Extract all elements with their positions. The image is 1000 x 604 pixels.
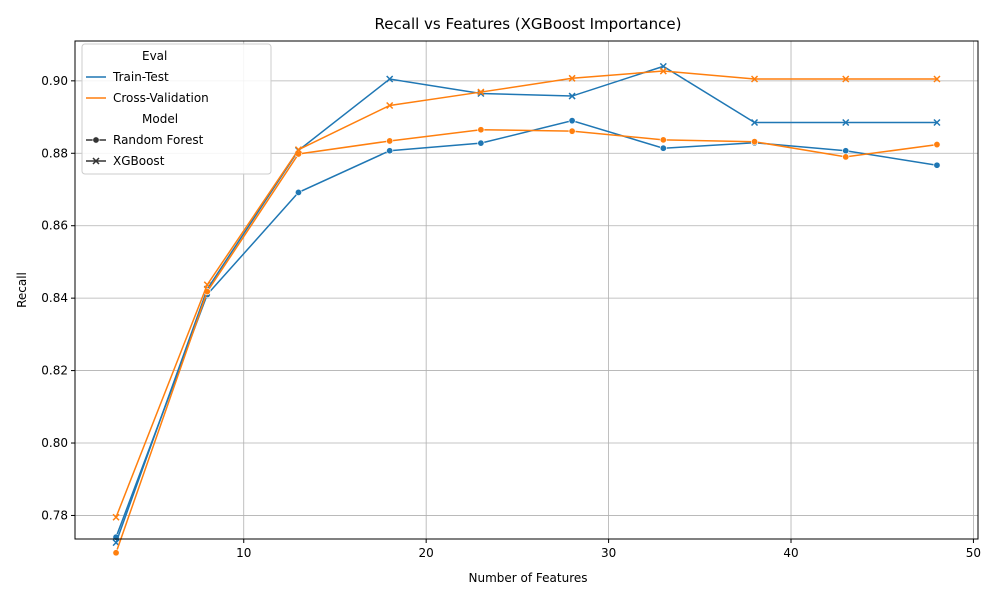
y-tick-label: 0.78 <box>41 508 68 522</box>
x-tick-label: 20 <box>419 546 434 560</box>
x-tick-label: 30 <box>601 546 616 560</box>
data-point-cross-validation-xgboost <box>659 67 667 75</box>
x-tick-label: 10 <box>236 546 251 560</box>
series-cross-validation-xgboost <box>112 67 941 521</box>
legend-style-title: Model <box>142 112 178 126</box>
legend-marker-random-forest <box>92 136 100 144</box>
legend-marker-xgboost <box>92 157 100 165</box>
chart-title: Recall vs Features (XGBoost Importance) <box>375 15 682 33</box>
data-point-train-test-xgboost <box>112 539 120 547</box>
series-layer <box>112 62 941 557</box>
data-point-train-test-random-forest <box>294 188 302 196</box>
data-point-cross-validation-xgboost <box>933 75 941 83</box>
data-point-cross-validation-xgboost <box>477 88 485 96</box>
legend-label-xgboost: XGBoost <box>113 154 165 168</box>
x-tick-label: 50 <box>966 546 981 560</box>
data-point-cross-validation-random-forest <box>386 137 394 145</box>
data-point-train-test-random-forest <box>933 161 941 169</box>
data-point-train-test-xgboost <box>842 118 850 127</box>
y-tick-label: 0.80 <box>41 436 68 450</box>
series-line-train-test-random-forest <box>115 119 938 538</box>
data-point-train-test-xgboost <box>750 118 759 127</box>
ticks: 10 20 30 40 50 0.78 0.80 0.82 0.84 0.86 0.88 0.90 <box>41 74 981 560</box>
y-tick-label: 0.88 <box>41 146 68 160</box>
data-point-train-test-xgboost <box>568 92 576 100</box>
axes-frame <box>74 40 979 540</box>
x-axis-label: Number of Features <box>469 571 588 585</box>
y-tick-label: 0.90 <box>41 74 68 88</box>
data-point-cross-validation-random-forest <box>659 136 667 144</box>
data-point-train-test-random-forest <box>386 147 394 155</box>
data-point-cross-validation-random-forest <box>842 153 850 161</box>
plot-area: 10 20 30 40 50 0.78 0.80 0.82 0.84 0.86 0.88 0.90 <box>41 40 981 560</box>
data-point-cross-validation-xgboost <box>294 146 303 154</box>
y-tick-label: 0.82 <box>41 364 68 378</box>
data-point-train-test-xgboost <box>933 118 941 127</box>
data-point-cross-validation-random-forest <box>112 549 120 557</box>
series-line-cross-validation-xgboost <box>115 70 937 518</box>
data-point-cross-validation-xgboost <box>750 75 759 83</box>
data-point-train-test-random-forest <box>842 147 850 155</box>
legend: Eval Train-Test Cross-Validation Model R… <box>81 43 272 175</box>
legend-hue-title: Eval <box>142 49 167 63</box>
legend-box <box>81 43 272 175</box>
data-point-cross-validation-random-forest <box>933 141 941 149</box>
legend-label-random-forest: Random Forest <box>113 133 204 147</box>
data-point-cross-validation-random-forest <box>751 138 759 146</box>
series-line-cross-validation-random-forest <box>115 128 938 554</box>
data-point-cross-validation-xgboost <box>842 75 850 83</box>
data-point-train-test-random-forest <box>477 139 485 147</box>
data-point-train-test-xgboost <box>386 75 394 83</box>
y-tick-label: 0.84 <box>41 291 68 305</box>
legend-label-cross-validation: Cross-Validation <box>113 91 209 105</box>
data-point-cross-validation-xgboost <box>386 101 394 109</box>
data-point-cross-validation-xgboost <box>112 513 120 521</box>
data-point-cross-validation-xgboost <box>568 74 576 82</box>
data-point-cross-validation-xgboost <box>203 281 211 289</box>
y-axis-label: Recall <box>15 272 29 308</box>
data-point-cross-validation-random-forest <box>477 126 485 134</box>
x-tick-label: 40 <box>783 546 798 560</box>
data-point-train-test-random-forest <box>568 117 576 125</box>
series-line-train-test-xgboost <box>115 65 937 543</box>
y-tick-label: 0.86 <box>41 219 68 233</box>
legend-label-train-test: Train-Test <box>112 70 169 84</box>
data-point-train-test-random-forest <box>659 144 667 152</box>
data-point-cross-validation-random-forest <box>568 127 576 135</box>
